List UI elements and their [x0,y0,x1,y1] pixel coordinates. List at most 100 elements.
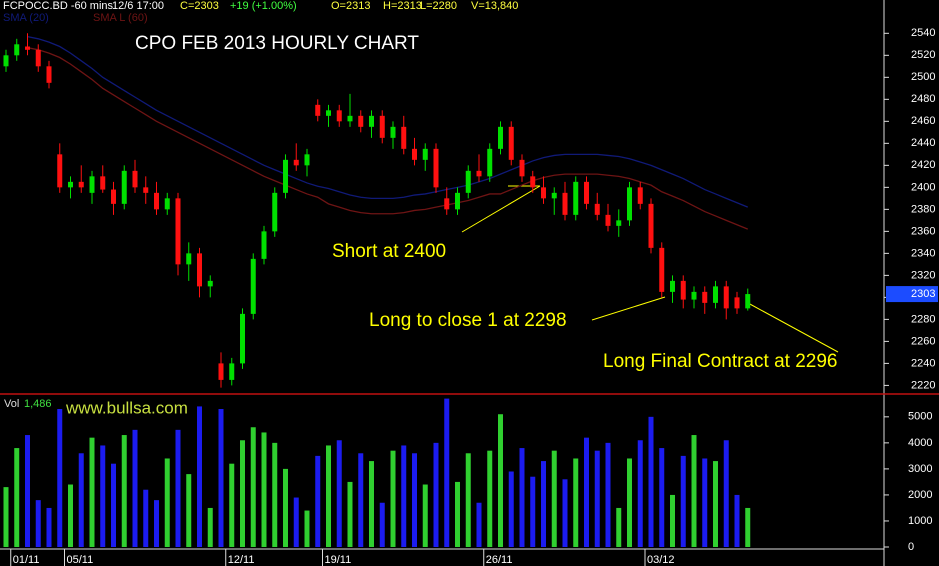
candle-body [207,280,213,287]
volume-bar [3,487,9,547]
volume-bar [143,489,149,547]
candle-body [390,126,396,138]
volume-bar [713,461,718,547]
symbol: FCPOCC.BD -60 mins [3,0,114,12]
candle-body [476,170,482,177]
y-tick-label: 2220 [911,379,935,391]
candle-body [519,159,525,177]
annotation: Short at 2400 [332,241,446,262]
annotation: Long to close 1 at 2298 [369,310,567,331]
candle-body [336,110,342,122]
candle-body [78,181,84,188]
candle-body [347,115,353,122]
y-tick-label: 2400 [911,181,935,193]
volume-bar [670,494,675,547]
candle-body [637,187,643,204]
volume-bar [734,494,740,547]
y-tick-label: 2340 [911,247,935,259]
volume-bar [14,448,20,547]
y-tick-label: 2280 [911,313,935,325]
volume-bar [111,463,116,547]
volume-bar [304,510,310,547]
volume-bar [369,461,374,547]
volume-bar [422,484,428,547]
candle-body [261,231,267,259]
volume-bar [551,450,557,547]
candle-body [734,297,740,309]
volume-bar [100,445,106,547]
volume-bar [616,507,622,547]
candle-body [293,159,299,166]
candle-body [272,192,278,232]
candle-body [240,313,245,364]
volume-bar [487,450,493,547]
annotation-lines [461,185,839,353]
volume-bar [541,461,546,547]
candle-body [498,126,503,149]
y-tick-label: 5000 [908,411,932,423]
volume-bar [164,458,170,547]
x-tick-label: 05/11 [67,554,94,566]
candle-body [723,286,729,309]
candle-body [68,181,73,188]
change: +19 (+1.00%) [230,0,297,12]
volume-bar [25,435,30,547]
y-tick-label: 0 [908,541,914,553]
volume-bar [508,471,514,547]
volume-bar [57,409,63,547]
candle-body [315,104,321,116]
candle-body [401,126,407,149]
volume-bar [326,445,331,547]
candle-body [304,154,310,166]
candle-body [369,115,374,127]
candle-body [584,181,589,204]
y-tick-label: 2500 [911,71,935,83]
candle-body [487,148,493,177]
candle-body [250,258,256,314]
candle-body [57,154,63,188]
pointer [747,302,839,353]
volume-bar [594,450,600,547]
volume-bar [121,435,127,547]
high: H=2313 [383,0,422,12]
legend-entry: SMA L (60) [93,12,148,24]
candle-body [605,214,611,226]
x-tick-label: 26/11 [486,554,513,566]
candle-body [111,189,116,204]
volume-label: Vol [4,398,19,410]
candle-body [616,220,622,226]
volume-bar [680,455,686,547]
time: 12/6 17:00 [112,0,164,12]
candle-body [100,176,106,190]
volume-bar [573,458,579,547]
candle-body [197,253,202,287]
volume-bar [627,458,632,547]
volume-bar [433,442,439,547]
volume-bar [723,440,729,547]
candle-body [562,192,568,215]
volume-last: 1,486 [24,398,52,410]
annotation: Long Final Contract at 2296 [603,351,838,372]
chart-title: CPO FEB 2013 HOURLY CHART [135,33,419,54]
y-tick-label: 2360 [911,225,935,237]
y-tick-label: 2440 [911,137,935,149]
candle-body [186,253,192,265]
candle-body [702,291,708,303]
y-tick-label: 2520 [911,49,935,61]
y-tick-label: 2460 [911,115,935,127]
volume-bar [46,507,52,547]
candle-body [594,203,600,215]
y-tick-label: 2260 [911,335,935,347]
candle-body [132,170,138,188]
volume-bar [412,453,417,547]
x-tick-label: 12/11 [228,554,255,566]
candle-body [143,187,149,193]
candle-body [551,192,557,199]
candle-body [89,176,95,193]
volume-bar [78,453,84,547]
candle-body [283,159,288,193]
candle-body [358,115,364,127]
volume-bar [584,437,589,547]
volume-bar [745,507,751,547]
